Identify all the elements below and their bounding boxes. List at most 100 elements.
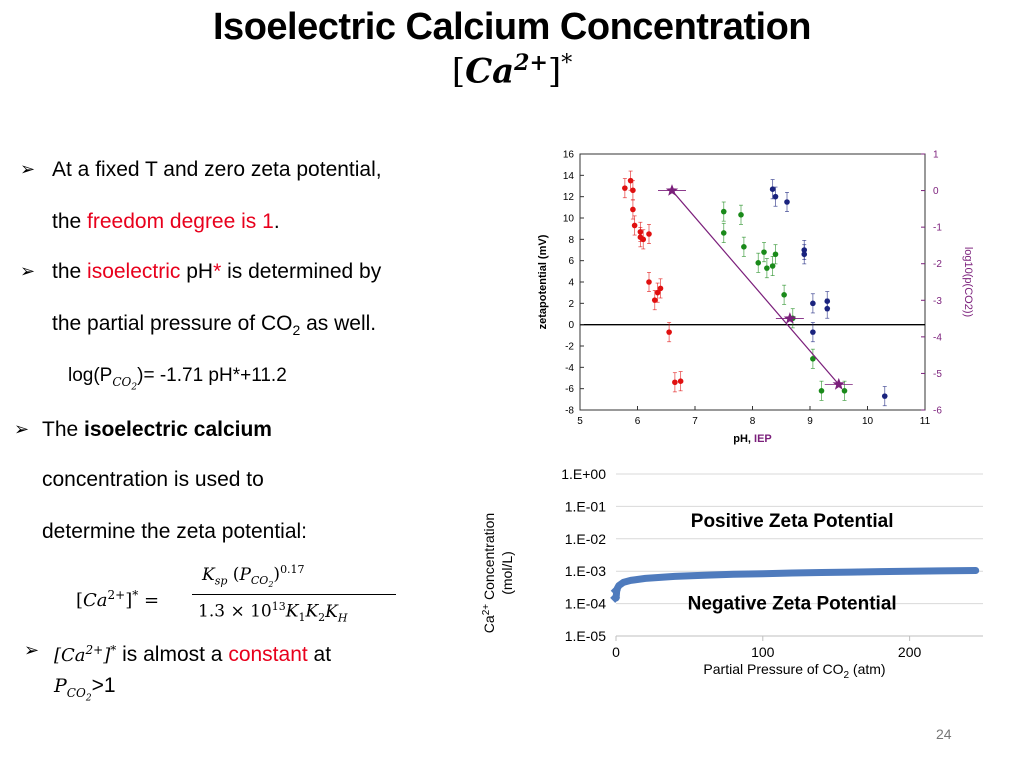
data-point xyxy=(881,393,888,399)
data-point xyxy=(741,244,747,250)
negative-zeta-annotation: Negative Zeta Potential xyxy=(688,594,897,615)
x-axis-label: Partial Pressure of CO2 (atm) xyxy=(703,661,885,681)
data-point xyxy=(810,300,816,307)
y-tick-label: 1.E+00 xyxy=(561,466,606,482)
y-tick-label: 14 xyxy=(563,171,575,182)
y2-tick-label: 1 xyxy=(933,150,939,161)
data-point xyxy=(784,199,790,205)
data-point xyxy=(810,356,816,362)
y-axis-label: Ca2+ Concentration xyxy=(481,513,497,633)
data-point xyxy=(772,251,779,258)
y-tick-label: 6 xyxy=(568,256,574,267)
y-tick-label: 12 xyxy=(563,192,575,203)
x-tick-label: 8 xyxy=(750,416,756,427)
data-point xyxy=(755,260,762,266)
calcium-concentration-chart: 1.E+00 1.E-01 1.E-02 1.E-03 1.E-04 1.E-05 0 100… xyxy=(481,466,983,681)
bullet-3-line-3: determine the zeta potential: xyxy=(42,520,308,543)
data-point xyxy=(738,212,744,218)
x-tick-label: 10 xyxy=(862,416,874,427)
positive-zeta-annotation: Positive Zeta Potential xyxy=(691,511,894,532)
bullet-arrow-icon: ➢ xyxy=(24,640,40,660)
x-tick-label: 6 xyxy=(635,416,641,427)
data-point xyxy=(622,185,628,191)
fraction-bar xyxy=(192,594,396,595)
y2-tick-label: -3 xyxy=(933,296,942,307)
data-point xyxy=(772,193,779,200)
concentration-curve xyxy=(612,567,980,602)
data-point xyxy=(651,297,658,303)
y2-tick-label: 0 xyxy=(933,186,939,197)
x-tick-label: 5 xyxy=(577,416,583,427)
bullet-arrow-icon: ➢ xyxy=(20,159,36,179)
y-tick-label: 10 xyxy=(563,214,575,225)
data-point xyxy=(761,249,767,255)
y-tick-label: 2 xyxy=(568,299,574,310)
data-point xyxy=(824,305,831,312)
bullet-3-line-1: The isoelectric calcium xyxy=(42,418,272,441)
x-tick-label: 200 xyxy=(898,644,922,660)
data-point xyxy=(666,329,672,335)
data-point xyxy=(769,186,776,192)
formula-denominator: 1.3 × 1013K1K2KH xyxy=(198,600,348,625)
x-tick-label: 9 xyxy=(807,416,813,427)
x-tick-label: 100 xyxy=(751,644,775,660)
formula-lhs: [Ca2+]* = xyxy=(76,588,160,611)
data-point xyxy=(657,285,664,292)
y2-tick-label: -4 xyxy=(933,332,942,343)
iep-star-icon xyxy=(783,312,797,324)
y-axis-label-unit: (mol/L) xyxy=(499,551,515,595)
data-point xyxy=(801,251,808,258)
data-point xyxy=(630,206,636,213)
y-tick-label: 1.E-04 xyxy=(565,596,606,612)
data-point xyxy=(640,236,647,243)
bullet-3-line-2: concentration is used to xyxy=(42,468,264,491)
bullet-4-line-2: PCO2>1 xyxy=(54,674,116,704)
data-point xyxy=(646,231,652,237)
y2-tick-label: -5 xyxy=(933,369,942,380)
data-point xyxy=(841,388,848,394)
slide-title: Isoelectric Calcium Concentration xyxy=(213,6,812,48)
y-tick-label: 1.E-05 xyxy=(565,628,606,644)
y-tick-label: 1.E-02 xyxy=(565,531,606,547)
bullet-4-line-1: [Ca2+]* is almost a constant at xyxy=(54,643,332,666)
data-marker xyxy=(610,585,621,596)
data-point xyxy=(654,289,661,296)
data-point xyxy=(646,279,652,285)
y-tick-label: 8 xyxy=(568,235,574,246)
data-point xyxy=(720,230,727,236)
y-tick-label: 0 xyxy=(568,320,574,331)
y-tick-label: -8 xyxy=(565,406,574,417)
data-point xyxy=(677,378,684,384)
data-point xyxy=(810,329,816,335)
bullet-1-line-2: the freedom degree is 1. xyxy=(52,210,280,233)
iep-star-icon xyxy=(832,377,845,390)
bullet-2-line-2: the partial pressure of CO2 as well. xyxy=(52,312,377,339)
title-formula: [Ca2+]* xyxy=(451,50,573,92)
bullet-2-line-1: the isoelectric pH* is determined by xyxy=(52,260,382,283)
y-tick-label: 4 xyxy=(568,278,574,289)
y-tick-label: -2 xyxy=(565,342,574,353)
bullet-arrow-icon: ➢ xyxy=(14,419,30,439)
y2-tick-label: -2 xyxy=(933,259,942,270)
y-tick-label: -6 xyxy=(565,384,574,395)
x-axis-label: pH, IEP xyxy=(733,433,772,445)
data-point xyxy=(818,388,825,394)
data-point xyxy=(630,187,636,194)
data-point xyxy=(769,263,776,269)
x-tick-label: 0 xyxy=(612,644,620,660)
y-tick-label: 1.E-01 xyxy=(565,498,606,514)
y-axis-label: zetapotential (mV) xyxy=(537,234,549,329)
y2-axis-label: log10(p(CO2)) xyxy=(962,247,974,317)
data-marker xyxy=(610,592,621,603)
y2-tick-label: -6 xyxy=(933,406,942,417)
iep-fit-line xyxy=(671,190,840,385)
page-number: 24 xyxy=(936,726,952,742)
data-point xyxy=(631,222,638,229)
y-tick-label: 1.E-03 xyxy=(565,563,606,579)
bullet-arrow-icon: ➢ xyxy=(20,261,36,281)
y2-tick-label: -1 xyxy=(933,223,942,234)
iep-star-icon xyxy=(665,184,679,196)
data-point xyxy=(672,379,678,386)
zeta-potential-chart: 5 6 7 8 9 10 11-8-6-4-20246810121416-6-5-4-3-2… xyxy=(537,150,974,446)
data-point xyxy=(781,292,787,298)
